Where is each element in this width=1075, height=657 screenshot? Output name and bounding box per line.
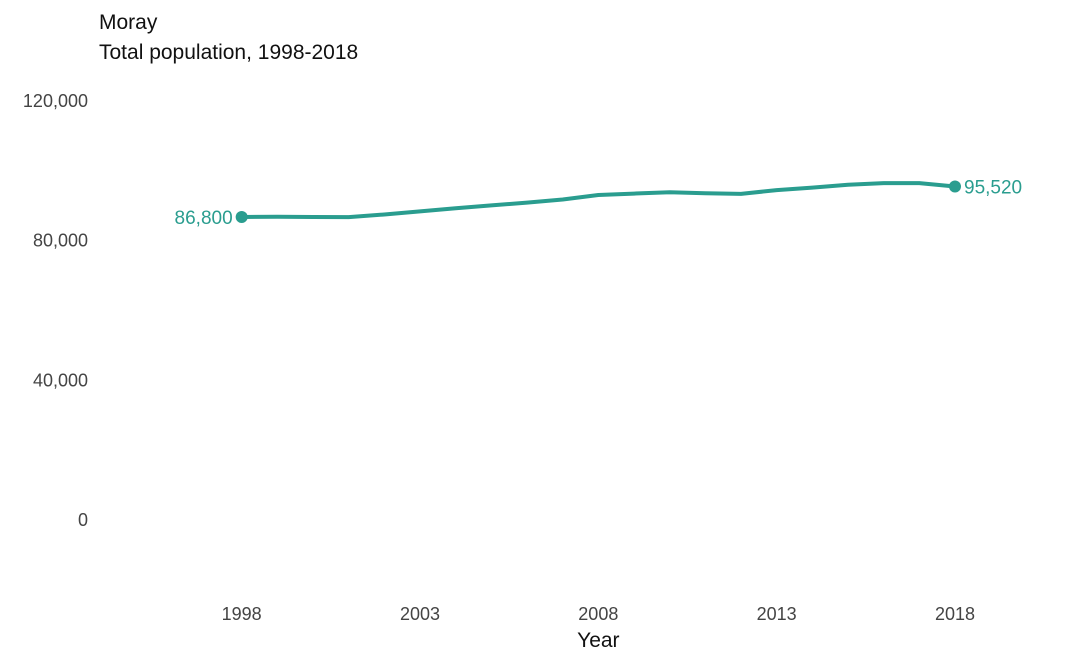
x-tick-label: 1998 — [222, 604, 262, 624]
y-tick-label: 0 — [78, 510, 88, 530]
x-tick-label: 2008 — [578, 604, 618, 624]
series-line — [239, 181, 957, 220]
x-tick-label: 2018 — [935, 604, 975, 624]
x-tick-label: 2003 — [400, 604, 440, 624]
y-tick-label: 80,000 — [33, 231, 88, 251]
chart-title: Moray — [99, 11, 158, 34]
end-point-marker — [235, 210, 248, 223]
end-point-label: 95,520 — [964, 178, 1022, 199]
y-tick-label: 120,000 — [23, 91, 88, 111]
y-tick-label: 40,000 — [33, 370, 88, 390]
end-point-label: 86,800 — [175, 208, 233, 229]
x-tick-label: 2013 — [757, 604, 797, 624]
x-axis-title: Year — [577, 629, 619, 652]
chart-subtitle: Total population, 1998-2018 — [99, 41, 359, 64]
title-block: Moray Total population, 1998-2018 — [99, 8, 358, 68]
end-point-marker — [949, 180, 961, 193]
